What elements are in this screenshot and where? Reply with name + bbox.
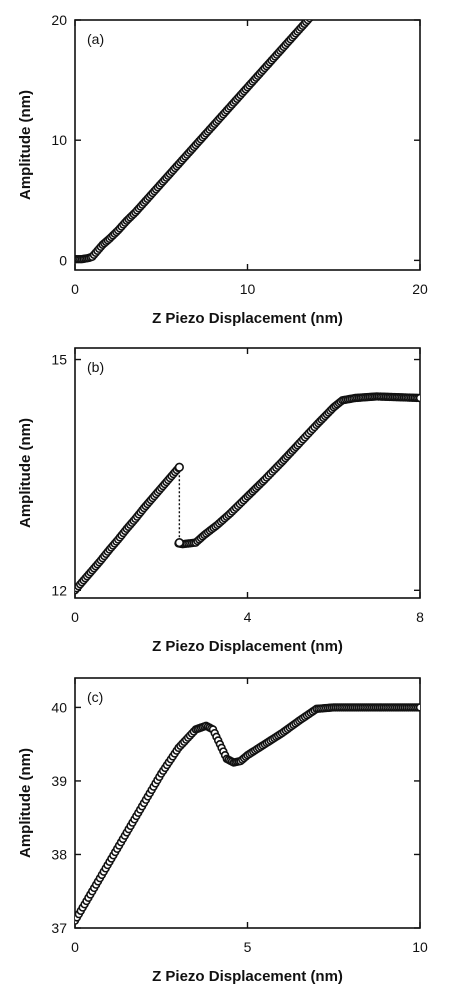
panel-a-point (315, 5, 322, 12)
panel-b: 0 4 8 12 15 Z Piezo Displacement (nm) Amplitud… (17, 347, 424, 655)
panel-c-ylabel: Amplitude (nm) (17, 748, 34, 858)
panel-b-ytick-label: 12 (51, 582, 67, 598)
panel-c-panel-label: (c) (87, 689, 103, 705)
panel-c-xtick-label: 10 (412, 939, 428, 955)
panel-b-ytick-label: 15 (51, 352, 67, 368)
panel-c-xlabel: Z Piezo Displacement (nm) (152, 968, 343, 985)
panel-a-point (322, 0, 329, 4)
panel-a-point (309, 20, 314, 21)
panel-b-data (75, 392, 420, 595)
panel-c-ytick-label: 37 (51, 920, 67, 936)
panel-b-point (415, 393, 420, 403)
panel-a-point (311, 9, 318, 16)
panel-c-series-line (75, 703, 420, 925)
panel-a-xtick-label: 10 (240, 281, 256, 297)
panel-c: 0 5 10 37 38 39 40 Z Piezo Displacement (nm) Amp… (17, 677, 428, 985)
panel-c-ytick-label: 39 (51, 773, 67, 789)
panel-a-panel-label: (a) (87, 31, 104, 47)
panel-a-point (320, 0, 327, 6)
panel-b-frame (74, 347, 421, 599)
panel-b-point (174, 462, 184, 472)
panel-a-point (318, 1, 325, 8)
panel-c-xtick-label: 5 (244, 939, 252, 955)
panel-b-ylabel: Amplitude (nm) (17, 418, 34, 528)
panel-b-xlabel: Z Piezo Displacement (nm) (152, 638, 343, 655)
panel-c-ytick-label: 40 (51, 699, 67, 715)
panel-a-ylabel: Amplitude (nm) (17, 90, 34, 200)
panel-a-point (305, 20, 314, 23)
panel-c-frame (74, 677, 421, 929)
panel-a-ytick-label: 20 (51, 12, 67, 28)
panel-a-point (313, 7, 320, 14)
panel-a-frame (74, 19, 421, 271)
panel-a-xtick-label: 0 (71, 281, 79, 297)
panel-a-xtick-label: 20 (412, 281, 428, 297)
panel-a-ytick-label: 0 (59, 252, 67, 268)
panel-b-xtick-label: 0 (71, 609, 79, 625)
panel-c-ytick-label: 38 (51, 846, 67, 862)
panel-c-xtick-label: 0 (71, 939, 79, 955)
panel-c-data (75, 703, 420, 925)
panel-a-ytick-label: 10 (51, 132, 67, 148)
panel-a: 0 10 20 0 10 20 Z Piezo Displacement (nm) Ampli… (17, 0, 428, 327)
panel-a-data (75, 0, 330, 264)
panel-c-point (415, 703, 420, 712)
panel-a-xlabel: Z Piezo Displacement (nm) (152, 310, 343, 327)
panel-b-xtick-label: 8 (416, 609, 424, 625)
panel-b-xtick-label: 4 (244, 609, 252, 625)
panel-b-panel-label: (b) (87, 359, 104, 375)
panel-b-point (174, 538, 184, 548)
panel-a-point (310, 11, 317, 18)
panel-a-point (323, 0, 330, 2)
panel-a-point (317, 3, 324, 10)
